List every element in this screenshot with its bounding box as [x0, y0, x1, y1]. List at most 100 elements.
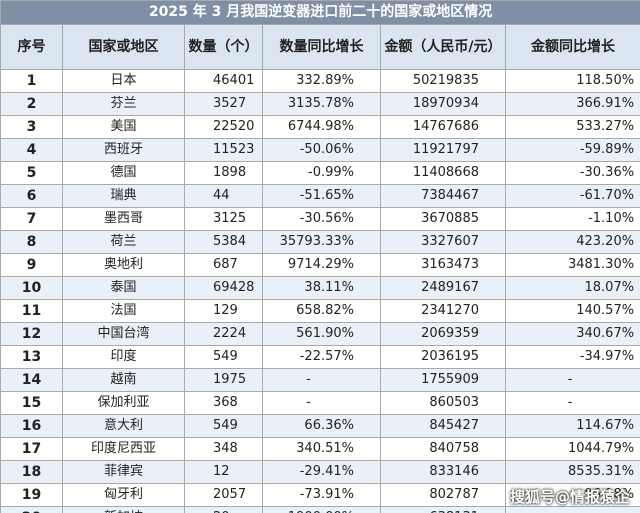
- cell-amount-yoy: 340.67%: [504, 322, 640, 346]
- cell-country: 意大利: [62, 414, 185, 438]
- table-row: 7 墨西哥 3125 -30.56% 3670885 -1.10%: [0, 207, 640, 231]
- cell-amount: 50219835: [380, 69, 506, 93]
- cell-rank: 1: [0, 69, 63, 93]
- cell-qty: 5384: [184, 230, 263, 254]
- cell-amount: 1755909: [380, 368, 506, 392]
- cell-country: 墨西哥: [62, 207, 185, 231]
- cell-rank: 4: [0, 138, 63, 162]
- cell-qty-yoy: -22.57%: [262, 345, 381, 369]
- cell-country: 德国: [62, 161, 185, 185]
- cell-country: 芬兰: [62, 92, 185, 116]
- cell-amount-yoy: -59.89%: [504, 138, 640, 162]
- cell-qty-yoy: -: [262, 391, 381, 415]
- cell-rank: 8: [0, 230, 63, 254]
- cell-rank: 12: [0, 322, 63, 346]
- cell-qty-yoy: 38.11%: [262, 276, 381, 300]
- cell-qty: 348: [184, 437, 263, 461]
- cell-country: 日本: [62, 69, 185, 93]
- cell-amount: 3327607: [380, 230, 506, 254]
- cell-amount-yoy: 1044.79%: [504, 437, 640, 461]
- cell-country: 泰国: [62, 276, 185, 300]
- cell-amount-yoy: 8535.31%: [504, 460, 640, 484]
- cell-country: 荷兰: [62, 230, 185, 254]
- table-row: 4 西班牙 11523 -50.06% 11921797 -59.89%: [0, 138, 640, 162]
- table-row: 3 美国 22520 6744.98% 14767686 533.27%: [0, 115, 640, 139]
- cell-rank: 16: [0, 414, 63, 438]
- cell-amount: 840758: [380, 437, 506, 461]
- table-row: 15 保加利亚 368-860503-: [0, 391, 640, 415]
- cell-qty-yoy: 3135.78%: [262, 92, 381, 116]
- cell-amount: 638131: [380, 506, 506, 513]
- cell-amount: 18970934: [380, 92, 506, 116]
- cell-qty: 2224: [184, 322, 263, 346]
- cell-amount-yoy: [504, 506, 640, 513]
- cell-qty: 129: [184, 299, 263, 323]
- cell-qty-yoy: 658.82%: [262, 299, 381, 323]
- cell-amount: 2036195: [380, 345, 506, 369]
- header-amount-yoy: 金额同比增长: [504, 24, 640, 70]
- header-amount: 金额（人民币/元）: [380, 24, 506, 70]
- table-row: 19 匈牙利 2057 -73.91% 802787 -96.18%: [0, 483, 640, 507]
- cell-amount: 2489167: [380, 276, 506, 300]
- cell-rank: 17: [0, 437, 63, 461]
- cell-rank: 5: [0, 161, 63, 185]
- cell-amount: 802787: [380, 483, 506, 507]
- table-row: 2 芬兰 3527 3135.78% 18970934 366.91%: [0, 92, 640, 116]
- cell-amount-yoy: 114.67%: [504, 414, 640, 438]
- cell-rank: 20: [0, 506, 63, 513]
- cell-amount: 860503: [380, 391, 506, 415]
- cell-amount: 7384467: [380, 184, 506, 208]
- cell-qty: 3527: [184, 92, 263, 116]
- cell-rank: 14: [0, 368, 63, 392]
- cell-amount-yoy: 118.50%: [504, 69, 640, 93]
- cell-qty: 20: [184, 506, 263, 513]
- cell-country: 奥地利: [62, 253, 185, 277]
- cell-amount-yoy: -1.10%: [504, 207, 640, 231]
- header-country: 国家或地区: [62, 24, 185, 70]
- cell-country: 中国台湾: [62, 322, 185, 346]
- cell-amount: 3163473: [380, 253, 506, 277]
- cell-country: 法国: [62, 299, 185, 323]
- cell-amount: 11921797: [380, 138, 506, 162]
- cell-qty: 3125: [184, 207, 263, 231]
- cell-rank: 2: [0, 92, 63, 116]
- cell-amount-yoy: 3481.30%: [504, 253, 640, 277]
- cell-amount-yoy: -30.36%: [504, 161, 640, 185]
- table-row: 12 中国台湾 2224 561.90% 2069359 340.67%: [0, 322, 640, 346]
- cell-qty: 69428: [184, 276, 263, 300]
- cell-amount: 2341270: [380, 299, 506, 323]
- cell-amount-yoy: -61.70%: [504, 184, 640, 208]
- cell-qty-yoy: 340.51%: [262, 437, 381, 461]
- cell-amount: 2069359: [380, 322, 506, 346]
- table-row: 16 意大利 549 66.36% 845427 114.67%: [0, 414, 640, 438]
- cell-qty-yoy: 561.90%: [262, 322, 381, 346]
- cell-qty: 46401: [184, 69, 263, 93]
- cell-country: 越南: [62, 368, 185, 392]
- cell-qty-yoy: 332.89%: [262, 69, 381, 93]
- cell-rank: 19: [0, 483, 63, 507]
- cell-amount: 833146: [380, 460, 506, 484]
- cell-amount-yoy: 18.07%: [504, 276, 640, 300]
- cell-qty: 368: [184, 391, 263, 415]
- cell-rank: 3: [0, 115, 63, 139]
- cell-qty: 2057: [184, 483, 263, 507]
- cell-amount: 845427: [380, 414, 506, 438]
- cell-amount-yoy: 533.27%: [504, 115, 640, 139]
- cell-qty-yoy: 66.36%: [262, 414, 381, 438]
- cell-country: 瑞典: [62, 184, 185, 208]
- cell-rank: 13: [0, 345, 63, 369]
- table-row: 14 越南 1975-1755909-: [0, 368, 640, 392]
- table-row: 1 日本 46401 332.89% 50219835 118.50%: [0, 69, 640, 93]
- cell-qty-yoy: -30.56%: [262, 207, 381, 231]
- header-rank: 序号: [0, 24, 63, 70]
- table-row: 8 荷兰 5384 35793.33% 3327607 423.20%: [0, 230, 640, 254]
- cell-rank: 15: [0, 391, 63, 415]
- cell-country: 西班牙: [62, 138, 185, 162]
- cell-country: 印度尼西亚: [62, 437, 185, 461]
- cell-amount-yoy: -34.97%: [504, 345, 640, 369]
- cell-rank: 9: [0, 253, 63, 277]
- cell-rank: 7: [0, 207, 63, 231]
- cell-qty-yoy: 6744.98%: [262, 115, 381, 139]
